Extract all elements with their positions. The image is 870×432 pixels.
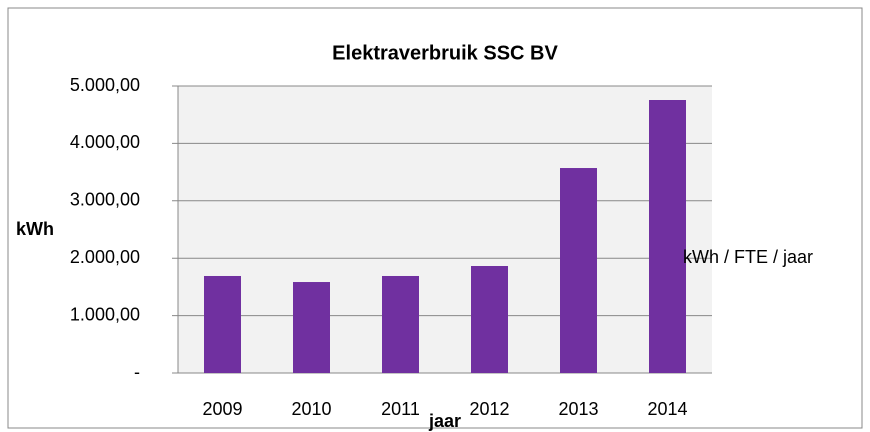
x-axis-label: jaar (428, 411, 461, 431)
x-tick-label: 2010 (291, 399, 331, 419)
bar (382, 275, 419, 373)
x-tick-label: 2012 (469, 399, 509, 419)
plot-area (178, 86, 712, 373)
x-tick-label: 2011 (381, 399, 420, 419)
bar (649, 100, 686, 373)
x-tick-label: 2014 (647, 399, 687, 419)
y-tick-label: 4.000,00 (70, 132, 140, 152)
x-tick-label: 2013 (558, 399, 598, 419)
y-tick-label: 1.000,00 (70, 304, 140, 324)
legend-label: kWh / FTE / jaar (683, 247, 813, 267)
y-tick-label: - (134, 362, 140, 382)
y-tick-label: 3.000,00 (70, 190, 140, 210)
y-tick-label: 2.000,00 (70, 247, 140, 267)
y-axis-label: kWh (16, 219, 54, 239)
bar (204, 275, 241, 373)
bar (560, 168, 597, 373)
chart-title: Elektraverbruik SSC BV (332, 42, 558, 64)
x-tick-label: 2009 (202, 399, 242, 419)
bar (293, 282, 330, 373)
y-tick-label: 5.000,00 (70, 75, 140, 95)
bar (471, 266, 508, 373)
